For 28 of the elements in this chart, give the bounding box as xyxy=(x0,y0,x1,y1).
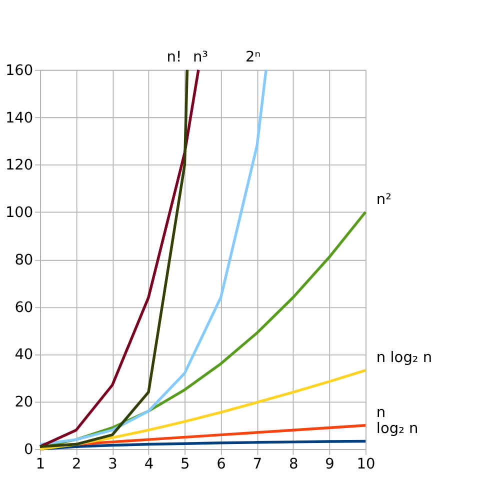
y-tick-label: 0 xyxy=(24,442,34,458)
y-tick-label: 120 xyxy=(5,158,34,174)
series-label: log₂ n xyxy=(376,421,418,438)
y-tick-label: 20 xyxy=(14,394,34,411)
x-tick-label: 4 xyxy=(144,456,154,473)
x-tick-label: 3 xyxy=(108,456,118,473)
line-series xyxy=(38,440,367,450)
x-tick-label: 10 xyxy=(356,456,376,473)
y-tick-label: 160 xyxy=(5,62,34,79)
y-tick-label: 140 xyxy=(5,110,34,126)
x-tick-label: 9 xyxy=(325,456,334,473)
x-tick-label: 7 xyxy=(252,456,262,473)
series-label: n! xyxy=(166,50,182,66)
y-tick-label: 100 xyxy=(5,205,34,222)
x-tick-label: 6 xyxy=(216,456,226,473)
x-tick-label: 5 xyxy=(180,456,190,473)
y-tick-label: 40 xyxy=(14,347,34,364)
series-label: n xyxy=(376,405,386,422)
series-label: n² xyxy=(376,192,392,208)
x-tick-label: 1 xyxy=(36,456,46,473)
series-label: n log₂ n xyxy=(376,350,432,366)
y-tick-label: 80 xyxy=(14,252,34,268)
x-tick-label: 2 xyxy=(72,456,82,473)
series-label: n³ xyxy=(192,50,208,66)
y-tick-label: 60 xyxy=(14,300,34,316)
series-label: 2ⁿ xyxy=(246,50,261,66)
line-series xyxy=(38,68,268,446)
x-tick-label: 8 xyxy=(289,456,298,473)
